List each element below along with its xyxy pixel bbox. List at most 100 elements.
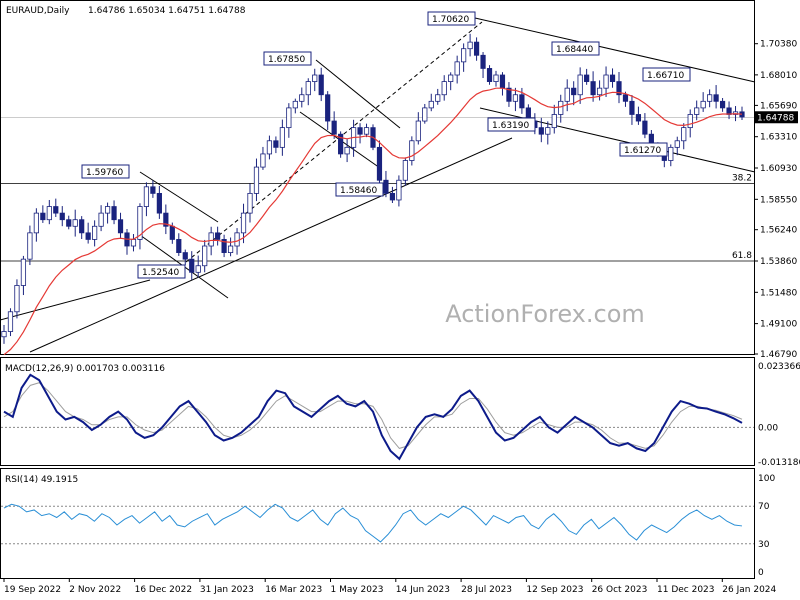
rsi-tick-label: 70	[758, 502, 770, 512]
price-annotation-box	[263, 51, 312, 66]
trend-line	[474, 17, 756, 83]
candle-body	[616, 81, 622, 96]
candle-body	[150, 186, 156, 194]
price-annotation-box	[81, 164, 130, 179]
chart-symbol: EURAUD,Daily	[6, 6, 70, 16]
rsi-tick-label: 0	[758, 568, 764, 578]
candle-body	[1, 331, 7, 338]
trend-line	[29, 137, 513, 353]
price-annotation-label: 1.52540	[142, 268, 179, 278]
candle-body	[240, 212, 247, 234]
candle-body	[584, 74, 590, 82]
candle-body	[668, 146, 674, 161]
candle-body	[396, 179, 402, 201]
candle-body	[85, 232, 91, 240]
candle-body	[163, 212, 169, 227]
candle-body	[538, 127, 544, 135]
date-tick-label: 12 Sep 2023	[526, 585, 583, 595]
price-annotation-box	[137, 264, 186, 279]
candle-body	[59, 212, 65, 221]
date-tick-label: 26 Oct 2023	[592, 585, 648, 595]
candle-body	[253, 166, 260, 194]
candle-body	[622, 94, 629, 102]
candle-body	[299, 94, 305, 102]
candle-body	[707, 94, 713, 102]
price-tick-label: 1.46790	[760, 350, 797, 360]
price-annotation-box	[487, 117, 536, 132]
price-tick-label: 1.53860	[760, 257, 797, 267]
candle-body	[325, 94, 331, 122]
price-tick-label: 1.70380	[760, 40, 797, 50]
candle-body	[571, 87, 577, 96]
candle-body	[312, 74, 318, 82]
date-tick-label: 16 Mar 2023	[265, 585, 322, 595]
candle-body	[422, 107, 428, 122]
candle-body	[169, 225, 175, 240]
candle-body	[331, 120, 337, 135]
macd-line	[3, 373, 743, 461]
candle-body	[435, 94, 441, 102]
candle-body	[53, 206, 59, 214]
candle-body	[681, 127, 687, 142]
candle-body	[415, 120, 421, 142]
candle-body	[428, 100, 434, 109]
candle-body	[117, 219, 124, 234]
candle-body	[156, 192, 162, 214]
date-tick-label: 26 Jan 2024	[722, 585, 776, 595]
price-annotation-label: 1.66710	[647, 71, 684, 81]
candle-body	[519, 94, 525, 109]
candle-body	[260, 153, 266, 168]
price-annotation-box	[551, 41, 600, 56]
price-annotation-box	[619, 142, 668, 157]
candle-body	[227, 245, 234, 253]
candle-body	[305, 81, 311, 96]
price-panel	[0, 0, 755, 355]
candle-body	[363, 127, 370, 135]
candle-body	[506, 87, 512, 102]
candle-body	[545, 127, 551, 135]
candle-body	[33, 212, 39, 234]
price-annotation-label: 1.68440	[556, 45, 593, 55]
candle-body	[454, 61, 460, 76]
candle-body	[7, 311, 14, 332]
price-annotation-label: 1.61270	[624, 146, 661, 156]
candle-body	[577, 74, 583, 96]
date-tick-label: 1 May 2023	[331, 585, 384, 595]
candle-body	[493, 74, 499, 82]
candle-body	[273, 140, 279, 148]
macd-title: MACD(12,26,9) 0.001703 0.003116	[5, 364, 165, 374]
candle-body	[234, 232, 240, 247]
chart-ohlc: 1.64786 1.65034 1.64751 1.64788	[88, 6, 246, 16]
candle-body	[486, 68, 493, 82]
candle-body	[338, 133, 344, 155]
candle-body	[558, 100, 564, 115]
candle-body	[292, 100, 298, 109]
candle-body	[389, 192, 396, 201]
date-tick-label: 11 Dec 2023	[657, 585, 715, 595]
date-tick-label: 19 Sep 2022	[4, 585, 61, 595]
rsi-panel	[0, 468, 755, 579]
rsi-tick-label: 30	[758, 540, 770, 550]
candle-body	[376, 146, 383, 181]
candle-body	[195, 265, 201, 273]
candle-body	[700, 100, 706, 109]
candle-body	[46, 206, 52, 221]
macd-panel	[0, 357, 755, 466]
candle-body	[732, 111, 739, 115]
price-tick-label: 1.51480	[760, 288, 797, 298]
candle-body	[499, 74, 506, 89]
candle-body	[694, 107, 700, 115]
candle-body	[609, 74, 616, 82]
price-annotation-label: 1.67850	[268, 55, 305, 65]
candle-body	[215, 232, 221, 240]
trend-line	[185, 21, 483, 263]
candle-body	[564, 87, 570, 102]
candle-body	[473, 41, 480, 56]
current-price-tag	[755, 111, 798, 124]
fib-level-label: 38.2	[732, 173, 752, 183]
candle-body	[687, 114, 693, 129]
candle-body	[176, 239, 182, 253]
date-tick-label: 2 Nov 2022	[69, 585, 121, 595]
candle-body	[461, 48, 467, 63]
